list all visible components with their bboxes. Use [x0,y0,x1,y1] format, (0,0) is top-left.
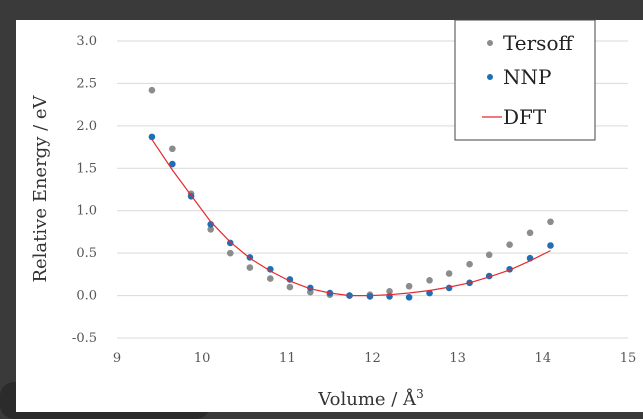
data-point-tersoff [286,283,294,291]
x-tick-label: 11 [279,351,296,366]
x-tick-label: 10 [194,351,211,366]
legend-label-dft: DFT [503,105,547,129]
y-tick-label: 3.0 [76,34,97,49]
x-tick-label: 13 [449,351,466,366]
x-axis-title-superscript: 3 [416,387,424,401]
x-tick-label: 12 [364,351,381,366]
y-axis-ticks: -0.5 0.0 0.5 1.0 1.5 2.0 2.5 3.0 [72,34,97,346]
data-point-tersoff [426,276,433,284]
data-point-tersoff [526,229,534,237]
legend-label-nnp: NNP [503,65,551,89]
data-point-tersoff [547,218,554,226]
data-point-tersoff [246,264,254,271]
x-axis-title-text: Volume / Å [317,388,417,410]
y-tick-label: 1.5 [76,161,97,176]
y-tick-label: 2.5 [76,76,97,91]
x-axis-title: Volume / Å3 [317,387,423,410]
data-point-tersoff [485,251,493,259]
legend-marker-tersoff [487,40,493,46]
data-point-tersoff [226,249,234,257]
data-point-tersoff [506,241,513,248]
data-point-tersoff [148,86,156,94]
legend-label-tersoff: Tersoff [503,31,574,55]
data-point-tersoff [405,282,413,290]
data-point-nnp [169,160,176,168]
data-point-tersoff [267,275,274,282]
legend: Tersoff NNP DFT [454,19,596,141]
data-point-nnp [226,239,234,247]
y-tick-label: 0.5 [76,246,97,261]
y-tick-label: 1.0 [76,204,97,219]
data-point-tersoff [466,260,473,268]
data-point-nnp [267,265,274,273]
plot-marks [148,86,554,301]
data-point-tersoff [445,270,453,277]
y-tick-label: 0.0 [76,289,97,304]
data-point-tersoff [169,145,176,153]
data-point-nnp [547,242,554,249]
x-axis-ticks: 9 10 11 12 13 14 15 [113,351,636,366]
x-tick-label: 15 [620,351,637,366]
series-line-dft [151,139,551,297]
data-point-tersoff [207,226,214,233]
y-axis-title: Relative Energy / eV [30,94,51,282]
data-point-tersoff [386,288,393,295]
legend-marker-nnp [487,74,493,80]
y-tick-label: -0.5 [72,331,97,346]
data-point-nnp [426,289,433,297]
data-point-nnp [366,293,374,300]
x-tick-label: 14 [535,351,552,366]
y-tick-label: 2.0 [76,119,97,134]
legend-box [454,19,596,141]
x-tick-label: 9 [113,351,121,366]
data-point-nnp [148,133,156,141]
data-point-nnp [405,293,413,301]
